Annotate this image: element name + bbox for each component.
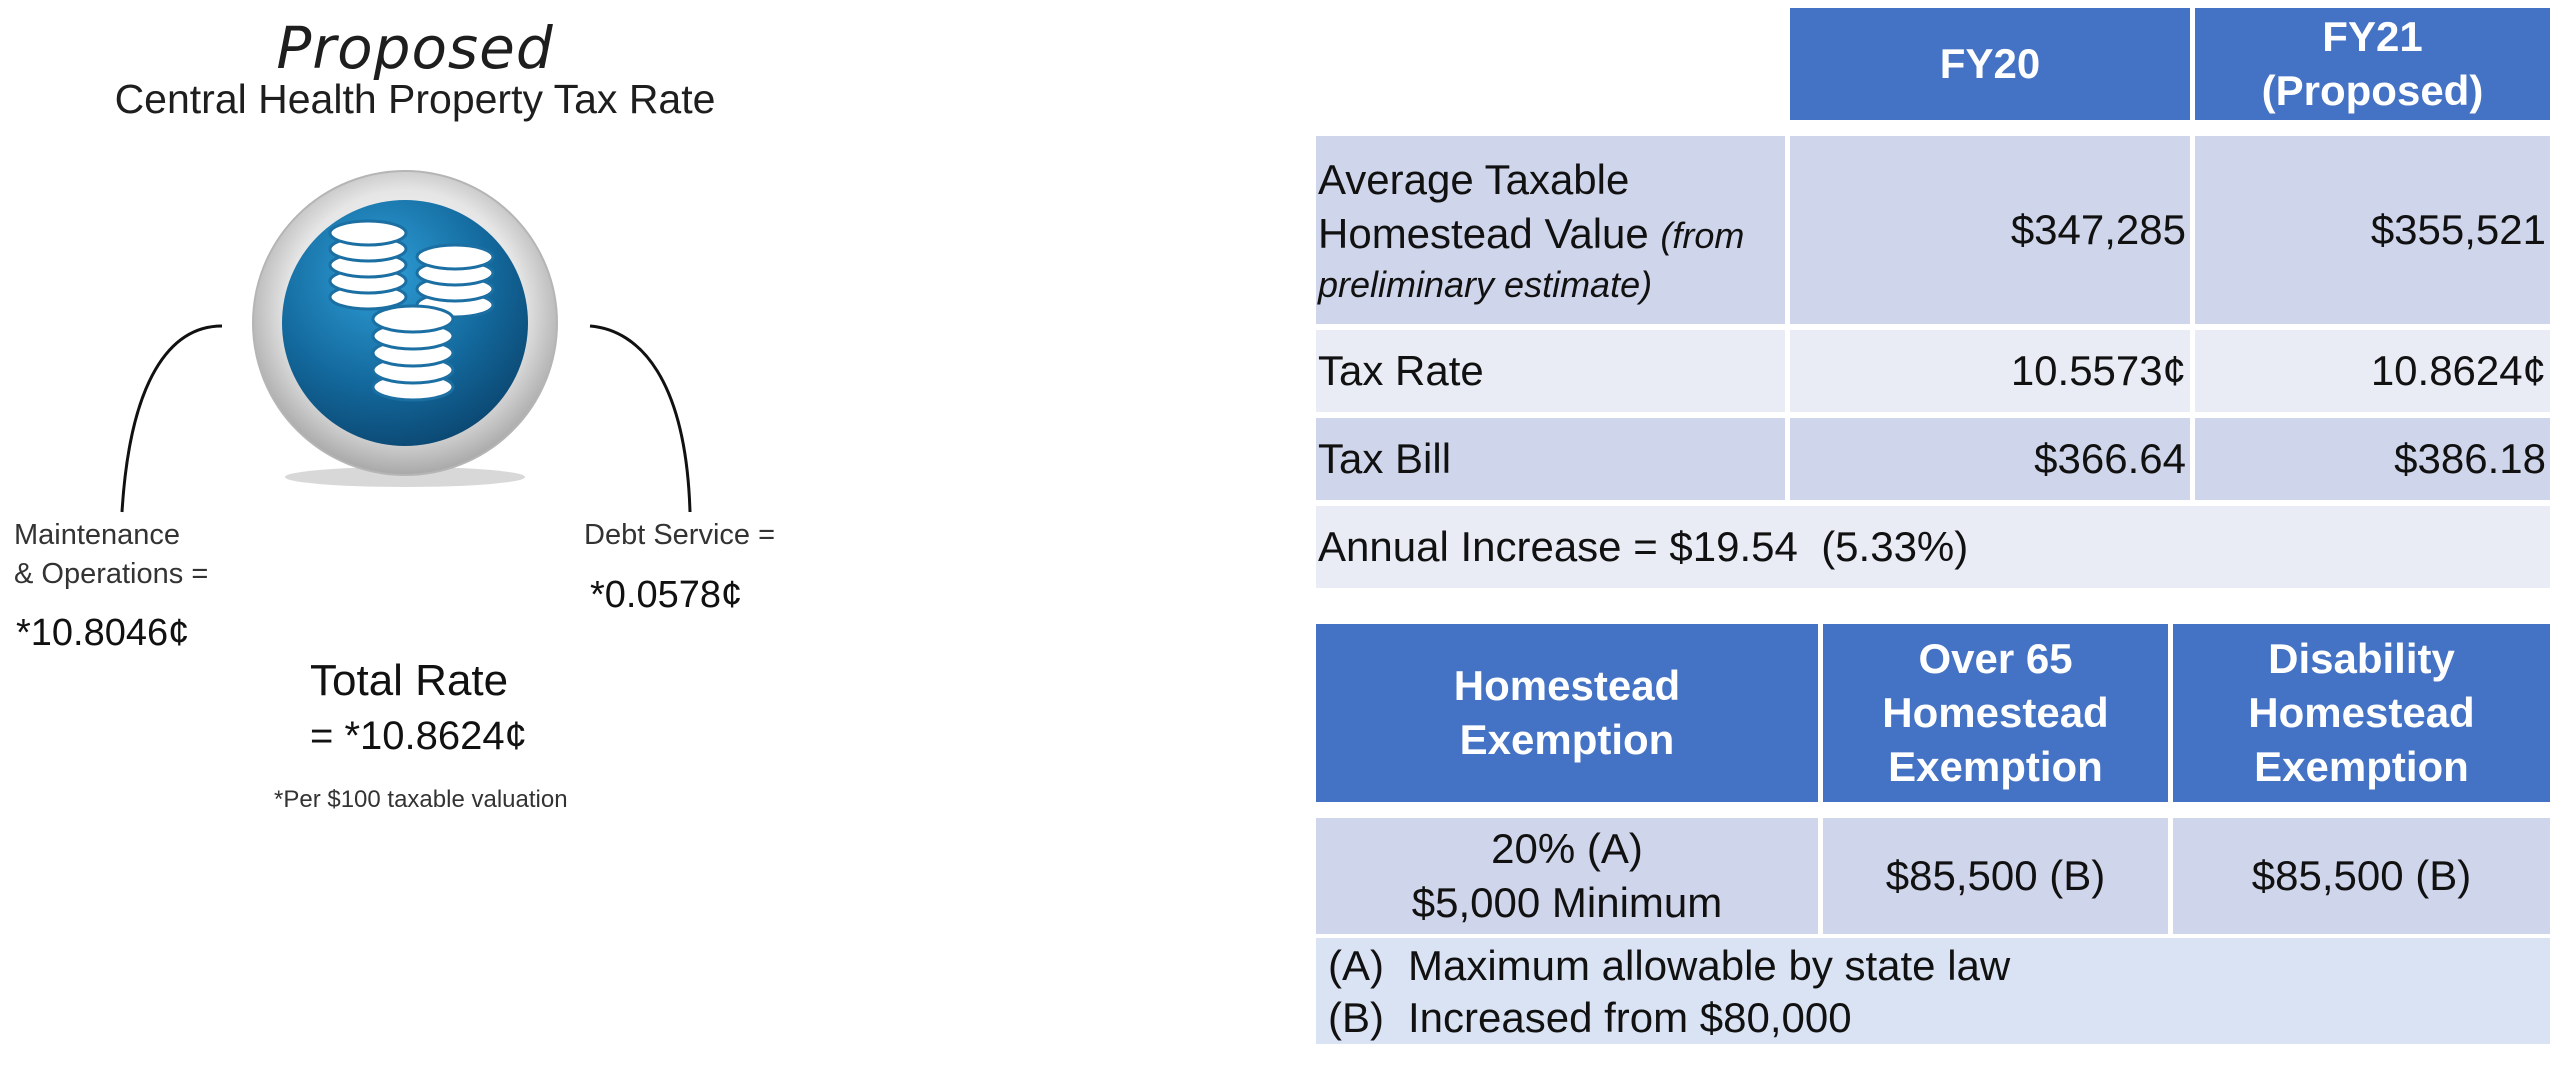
disability-exemption-value: $85,500 (B): [2173, 818, 2550, 934]
debt-label: Debt Service =: [584, 519, 776, 551]
header-fy21: FY21 (Proposed): [2195, 8, 2550, 120]
tax-bill-fy20: $366.64: [1790, 418, 2190, 500]
avg-value-note2: preliminary estimate): [1318, 264, 1653, 305]
row-label-tax-rate: Tax Rate: [1316, 330, 1785, 412]
debt-value: *0.0578¢: [590, 574, 743, 616]
over65-value-text: $85,500 (B): [1885, 852, 2106, 899]
footnote-b-text: Increased from $80,000: [1408, 994, 1852, 1041]
homestead-value-line2: $5,000 Minimum: [1411, 879, 1723, 926]
annual-increase: Annual Increase = $19.54 (5.33%): [1316, 506, 2550, 588]
header-homestead-exemption: Homestead Exemption: [1316, 624, 1818, 802]
tax-rate-fy21: 10.8624¢: [2195, 330, 2550, 412]
tax-bill-fy21: $386.18: [2195, 418, 2550, 500]
header-over65-line1: Over 65: [1918, 635, 2073, 682]
footnote-b-tag: (B): [1328, 994, 1384, 1041]
total-rate-label: Total Rate: [310, 656, 509, 705]
header-disability-line3: Exemption: [2254, 743, 2469, 790]
mo-label-line2: & Operations =: [14, 558, 209, 590]
homestead-value-line1: 20% (A): [1491, 825, 1643, 872]
total-rate-value: = *10.8624¢: [310, 714, 527, 758]
header-over65-line2: Homestead: [1882, 689, 2109, 736]
tax-rate-fy20: 10.5573¢: [1790, 330, 2190, 412]
mo-label: Maintenance & Operations =: [14, 516, 208, 594]
homestead-exemption-value: 20% (A) $5,000 Minimum: [1316, 818, 1818, 934]
header-fy21-sub: (Proposed): [2261, 67, 2484, 114]
footnote-per-100: *Per $100 taxable valuation: [274, 786, 568, 813]
title-proposed: Proposed: [276, 14, 554, 82]
header-fy20-text: FY20: [1939, 40, 2041, 87]
avg-value-note1: (from: [1660, 215, 1745, 256]
header-disability-line1: Disability: [2268, 635, 2455, 682]
row-label-avg-value: Average Taxable Homestead Value (from pr…: [1316, 136, 1785, 324]
footnote-a: (A) Maximum allowable by state law: [1328, 940, 2550, 992]
header-disability-exemption: Disability Homestead Exemption: [2173, 624, 2550, 802]
header-fy21-text: FY21: [2322, 13, 2423, 60]
footnote-b: (B) Increased from $80,000: [1328, 992, 2550, 1044]
header-homestead-line2: Exemption: [1459, 716, 1675, 763]
footnote-a-tag: (A): [1328, 942, 1384, 989]
footnotes-box: (A) Maximum allowable by state law (B) Inc…: [1316, 938, 2550, 1044]
footnote-a-text: Maximum allowable by state law: [1408, 942, 2011, 989]
header-over65-exemption: Over 65 Homestead Exemption: [1823, 624, 2168, 802]
avg-value-fy21: $355,521: [2195, 136, 2550, 324]
disability-value-text: $85,500 (B): [2251, 852, 2472, 899]
mo-value: *10.8046¢: [16, 612, 190, 654]
page-title: Central Health Property Tax Rate: [114, 76, 716, 122]
avg-value-fy20: $347,285: [1790, 136, 2190, 324]
over65-exemption-value: $85,500 (B): [1823, 818, 2168, 934]
header-homestead-line1: Homestead: [1453, 662, 1681, 709]
mo-label-line1: Maintenance: [14, 519, 181, 551]
avg-value-line1: Average Taxable: [1318, 156, 1630, 203]
header-over65-line3: Exemption: [1888, 743, 2103, 790]
coins-icon: [252, 170, 558, 487]
header-fy20: FY20: [1790, 8, 2190, 120]
avg-value-line2: Homestead Value: [1318, 210, 1649, 257]
connector-lines: [120, 324, 692, 513]
header-disability-line2: Homestead: [2248, 689, 2475, 736]
row-label-tax-bill: Tax Bill: [1316, 418, 1785, 500]
